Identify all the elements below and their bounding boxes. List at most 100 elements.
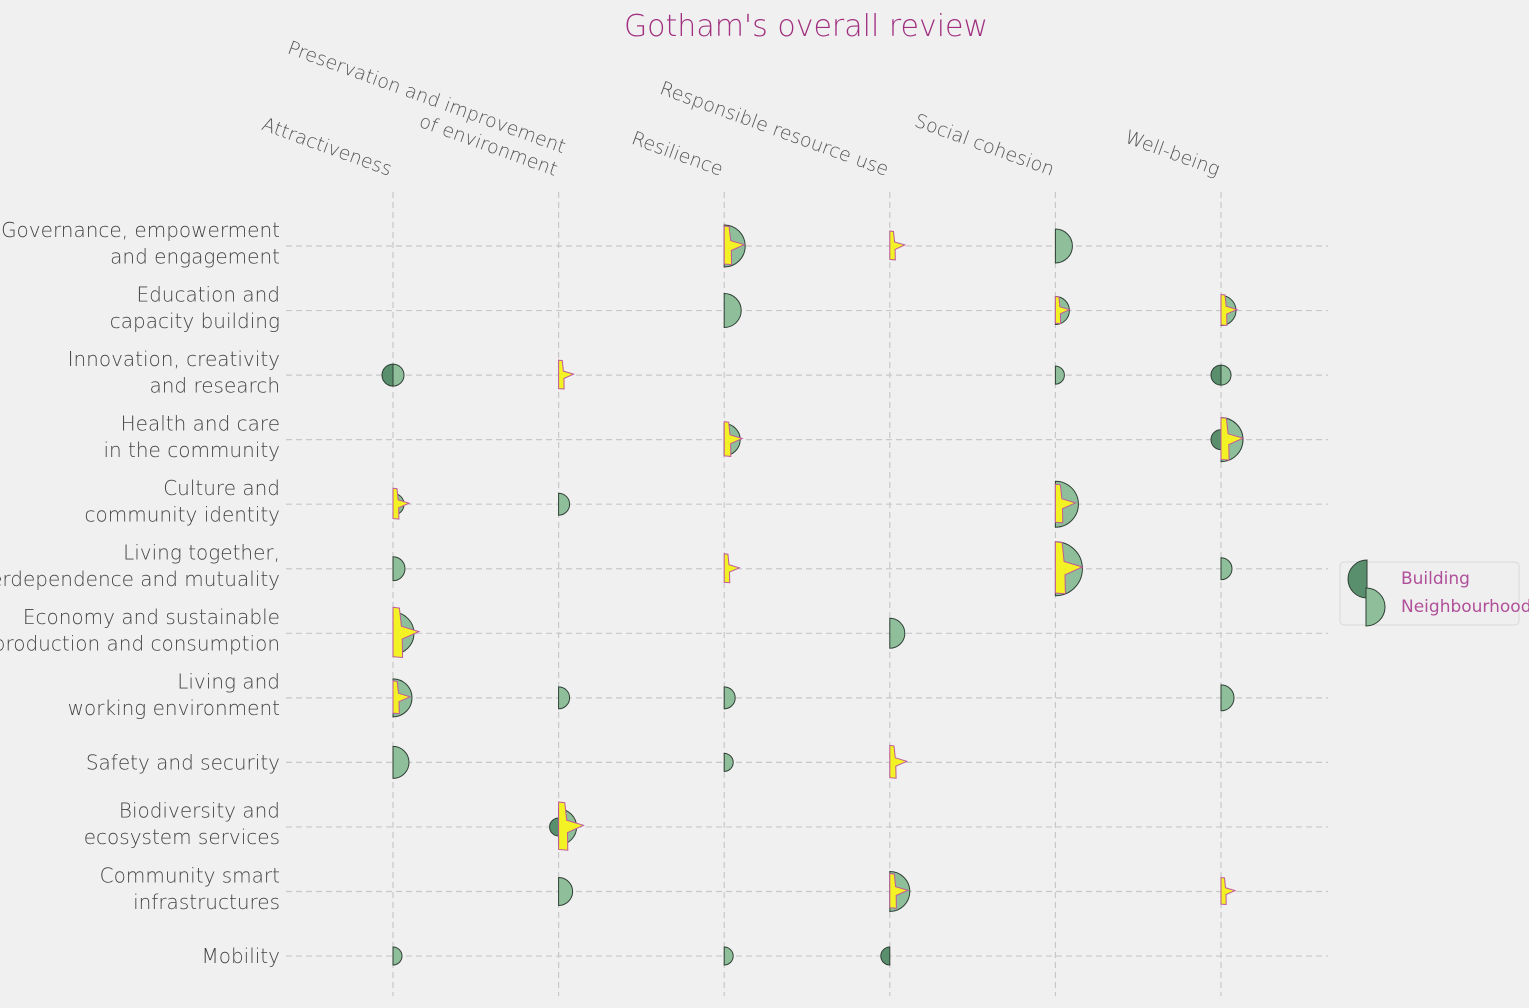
neighbourhood-half-circle [392,745,410,779]
chart-title: Gotham's overall review [624,9,988,44]
data-point [1220,876,1237,906]
row-label: ecosystem services [84,825,280,849]
column-label: Attractiveness [259,113,395,180]
data-point [723,293,742,329]
data-point [1054,365,1065,385]
data-point [889,617,906,649]
star-mark [723,553,741,584]
building-half-circle [1210,364,1222,386]
neighbourhood-half-circle [558,876,574,907]
data-point [880,946,891,966]
data-point [889,230,907,261]
row-label: Mobility [201,944,280,968]
row-label: Living together, [123,541,280,565]
row-label: and research [149,373,280,397]
data-point [558,876,574,907]
neighbourhood-half-circle [723,752,734,772]
star-mark [1220,417,1245,461]
neighbourhood-half-circle [392,946,403,966]
data-point [392,556,406,582]
row-label: Innovation, creativity [68,347,280,371]
data-point [392,678,413,718]
row-label: Education and [136,282,280,306]
row-label: in the community [103,438,280,462]
row-label: Culture and [163,476,280,500]
star-mark [889,744,909,779]
star-mark [1054,541,1084,595]
star-mark [1054,295,1071,325]
row-label: infrastructures [133,890,280,914]
data-point [558,492,571,516]
column-label-line: Attractiveness [259,113,395,180]
legend-label: Neighbourhood [1401,597,1529,617]
data-point [1210,364,1232,386]
star-mark [392,680,412,715]
column-label: Resilience [629,127,726,180]
data-point [558,359,576,390]
star-mark [1220,876,1237,906]
neighbourhood-half-circle [889,617,906,649]
neighbourhood-half-circle [392,363,405,387]
legend: Building Neighbourhood [1339,559,1529,627]
row-label: and engagement [110,244,280,268]
star-mark [723,421,744,457]
data-point [723,686,736,710]
data-point [1210,417,1245,463]
neighbourhood-half-circle [723,946,734,966]
neighbourhood-half-circle [1054,365,1065,385]
data-point [558,686,571,710]
row-label: Governance, empowerment [1,218,280,242]
neighbourhood-half-circle [392,556,406,582]
legend-label: Building [1401,569,1470,589]
data-point [723,553,741,584]
data-point [381,363,405,387]
column-label: Well-being [1122,126,1223,181]
data-point [549,801,585,851]
row-label: working environment [68,696,280,720]
data-point [392,946,403,966]
star-mark [392,487,411,520]
row-label: Biodiversity and [119,799,280,823]
star-mark [889,230,907,261]
star-mark [558,801,585,851]
data-point [723,421,744,457]
star-mark [1054,483,1077,524]
row-label: Community smart [100,863,280,887]
column-label: Social cohesion [912,110,1058,181]
data-point [1054,228,1073,264]
neighbourhood-half-circle [1220,684,1235,712]
star-mark [1220,293,1239,326]
data-point [392,487,411,520]
data-point [1220,557,1233,581]
row-label: production and consumption [0,632,280,656]
star-mark [558,359,576,390]
row-label: community identity [85,502,280,526]
column-label-line: Resilience [629,127,726,180]
data-point [723,946,734,966]
row-label: capacity building [110,309,280,333]
building-half-circle [381,363,394,387]
neighbourhood-half-circle [723,293,742,329]
legend-neighbourhood-icon [1365,587,1386,627]
row-label: Health and care [121,411,280,435]
star-mark [723,225,746,266]
column-label-line: Well-being [1122,126,1223,181]
building-half-circle [880,946,891,966]
data-point [723,752,734,772]
neighbourhood-half-circle [1054,228,1073,264]
data-point [889,870,911,913]
building-half-circle [1210,429,1222,451]
legend-building-icon [1347,559,1368,599]
data-point [1054,541,1084,597]
neighbourhood-half-circle [558,492,571,516]
data-point [723,224,746,268]
neighbourhood-half-circle [723,686,736,710]
neighbourhood-half-circle [558,686,571,710]
star-mark [889,872,910,909]
row-label: interdependence and mutuality [0,567,280,591]
row-label: Economy and sustainable [23,605,280,629]
data-point [1054,480,1079,528]
neighbourhood-half-circle [1220,557,1233,581]
